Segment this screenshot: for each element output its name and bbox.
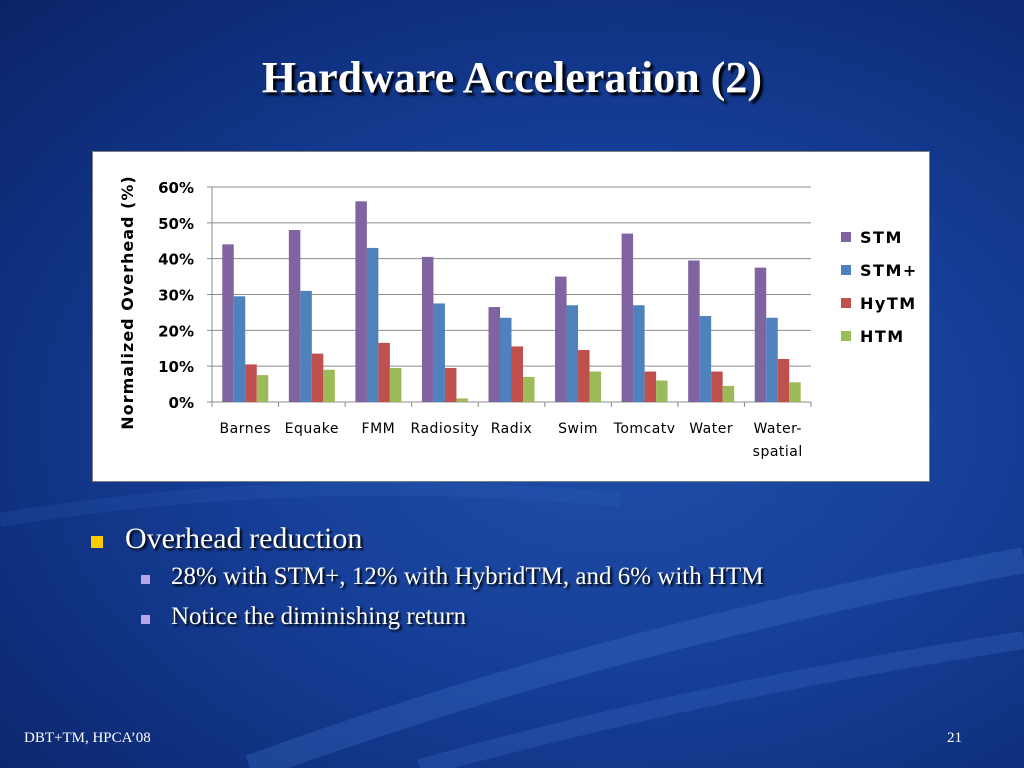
bullet-square-icon	[91, 536, 103, 548]
bar-htm	[789, 382, 801, 402]
bar-stm-plus	[566, 305, 579, 402]
chart-panel: 0% 10% 20% 30% 40% 50% 60% Normalized Overhead …	[92, 151, 930, 482]
bar-stm	[488, 307, 500, 402]
x-tick-label: spatial	[753, 444, 803, 460]
bar-hytm	[378, 342, 390, 402]
x-tick-label: Water	[689, 421, 733, 437]
bar-stm-plus	[433, 303, 445, 402]
bar-stm-plus	[699, 316, 712, 402]
bar-stm	[621, 233, 634, 402]
y-tick-label: 50%	[158, 215, 194, 233]
bar-hytm	[777, 359, 790, 402]
bar-stm	[555, 276, 567, 402]
bar-stm	[421, 256, 434, 402]
legend-label: STM	[860, 228, 903, 247]
sub-bullet-text: Notice the diminishing return	[171, 603, 467, 630]
bullet-main: Overhead reduction	[88, 520, 968, 562]
bar-stm-plus	[500, 317, 512, 402]
bar-htm	[523, 376, 535, 402]
bar-hytm	[711, 371, 723, 402]
sub-bullet-square-icon	[141, 615, 150, 624]
bar-stm-plus	[633, 305, 645, 402]
x-tick-label: Swim	[558, 421, 598, 437]
x-tick-label: Radix	[491, 421, 533, 437]
sub-bullet-square-icon	[141, 575, 150, 584]
footer-text: DBT+TM, HPCA’08	[24, 730, 151, 746]
bar-htm	[256, 375, 269, 402]
bar-stm	[288, 230, 301, 402]
bar-htm	[656, 380, 668, 402]
legend-label: HTM	[860, 327, 905, 346]
bar-chart: 0% 10% 20% 30% 40% 50% 60% Normalized Overhead …	[118, 175, 918, 460]
bar-htm	[589, 371, 602, 402]
bar-hytm	[444, 367, 457, 402]
bullet-main-text: Overhead reduction	[125, 522, 363, 555]
y-tick-label: 60%	[158, 179, 194, 197]
x-tick-label: Equake	[285, 421, 339, 437]
y-tick-label: 40%	[158, 251, 194, 269]
bar-hytm	[578, 350, 590, 402]
slide-title: Hardware Acceleration (2)	[261, 53, 763, 102]
bar-hytm	[511, 346, 523, 402]
bar-stm	[222, 244, 234, 402]
bar-stm	[355, 201, 367, 402]
bar-htm	[456, 398, 468, 402]
legend-swatch	[841, 265, 851, 275]
page-number: 21	[947, 730, 962, 746]
legend-label: HyTM	[860, 294, 917, 313]
legend-swatch	[841, 298, 851, 308]
bullet-list: Overhead reduction 28% with STM+, 12% wi…	[88, 520, 968, 642]
bar-htm	[389, 367, 402, 402]
sub-bullet: 28% with STM+, 12% with HybridTM, and 6%…	[88, 562, 968, 602]
legend-swatch	[841, 232, 851, 242]
bar-stm	[688, 260, 700, 402]
bar-stm-plus	[233, 296, 246, 402]
y-tick-label: 10%	[158, 358, 194, 376]
bar-htm	[722, 385, 735, 402]
bar-hytm	[245, 364, 257, 402]
legend-swatch	[841, 331, 851, 341]
y-tick-label: 0%	[169, 394, 194, 412]
bar-hytm	[644, 371, 657, 402]
sub-bullet: Notice the diminishing return	[88, 602, 968, 642]
legend-label: STM+	[860, 261, 918, 280]
bar-stm-plus	[366, 247, 379, 402]
x-tick-label: Radiosity	[411, 421, 480, 437]
x-tick-label: Water-	[753, 421, 802, 437]
bar-stm	[754, 267, 767, 402]
y-tick-label: 30%	[158, 287, 194, 305]
bar-htm	[323, 369, 335, 402]
x-tick-label: Tomcatv	[613, 421, 676, 437]
bar-stm-plus	[300, 290, 312, 402]
y-tick-label: 20%	[158, 322, 194, 340]
x-tick-label: FMM	[362, 421, 396, 437]
sub-bullet-text: 28% with STM+, 12% with HybridTM, and 6%…	[171, 563, 764, 590]
y-axis-label: Normalized Overhead (%)	[118, 175, 137, 429]
x-tick-label: Barnes	[220, 421, 271, 437]
bar-hytm	[311, 353, 324, 402]
bar-stm-plus	[766, 317, 778, 402]
